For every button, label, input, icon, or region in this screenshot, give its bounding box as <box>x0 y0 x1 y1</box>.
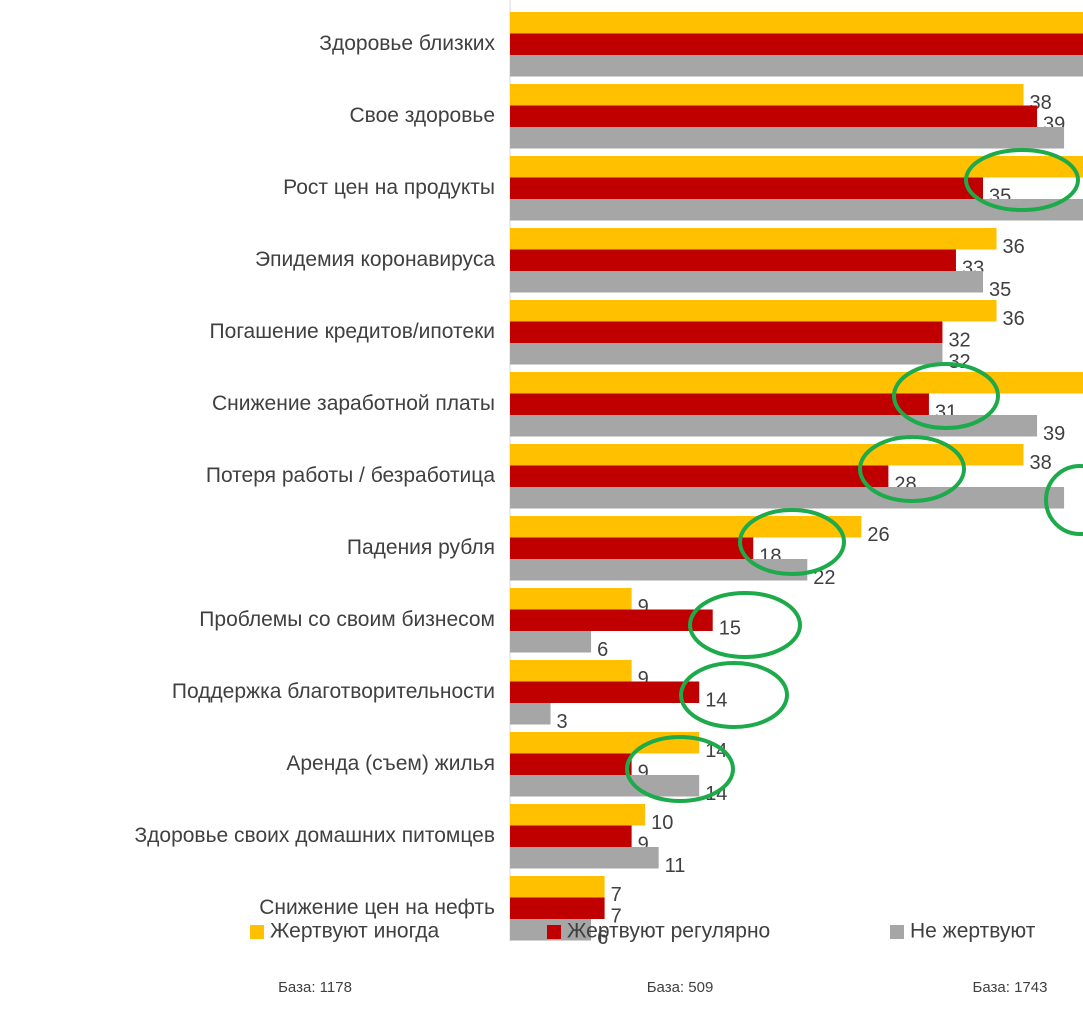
category-label: Падения рубля <box>347 536 495 559</box>
bar <box>510 516 862 538</box>
data-label: 7 <box>611 906 622 928</box>
bar <box>510 732 700 754</box>
legend-swatch <box>547 925 561 939</box>
base-note: База: 509 <box>647 979 714 996</box>
bar <box>510 609 713 631</box>
data-label: 15 <box>719 618 741 640</box>
bar <box>510 271 983 293</box>
data-label: 7 <box>611 884 622 906</box>
data-label: 6 <box>597 927 608 949</box>
data-label: 35 <box>989 279 1011 301</box>
highlight <box>892 362 1000 430</box>
bar <box>510 897 605 919</box>
bar <box>510 372 1083 394</box>
legend-label: Жертвуют регулярно <box>567 920 770 943</box>
data-label: 11 <box>665 855 686 877</box>
bar <box>510 321 943 343</box>
bar <box>510 660 632 682</box>
bar <box>510 444 1024 466</box>
highlight <box>858 435 966 503</box>
bar <box>510 33 1083 55</box>
bar <box>510 681 700 703</box>
data-label: 10 <box>651 812 673 834</box>
highlight-ellipses <box>625 148 1083 803</box>
data-label: 14 <box>705 740 727 762</box>
base-note: База: 1178 <box>278 979 352 996</box>
bar <box>510 588 632 610</box>
bar <box>510 228 997 250</box>
bar <box>510 12 1083 34</box>
bar <box>510 415 1038 437</box>
bar <box>510 156 1083 178</box>
bar <box>510 105 1038 127</box>
legend-label: Не жертвуют <box>910 920 1036 943</box>
highlight <box>625 735 735 803</box>
bar <box>510 703 551 725</box>
bar <box>510 487 1065 509</box>
data-label: 3 <box>557 711 568 733</box>
category-label: Поддержка благотворительности <box>172 680 495 703</box>
data-label: 36 <box>1003 308 1025 330</box>
category-label: Здоровье близких <box>319 32 495 55</box>
data-label: 22 <box>813 567 835 589</box>
bar <box>510 393 929 415</box>
bar <box>510 825 632 847</box>
highlight <box>738 508 846 576</box>
category-label: Аренда (съем) жилья <box>286 752 495 775</box>
data-label: 39 <box>1043 423 1065 445</box>
data-label: 9 <box>638 762 649 784</box>
legend-swatch <box>890 925 904 939</box>
bar <box>510 753 632 775</box>
bar <box>510 55 1083 77</box>
bar <box>510 127 1065 149</box>
highlight <box>1044 464 1083 536</box>
category-label: Свое здоровье <box>349 104 495 127</box>
highlight <box>964 148 1080 212</box>
bar <box>510 631 592 653</box>
data-label: 9 <box>638 596 649 618</box>
base-note: База: 1743 <box>973 979 1048 996</box>
bar <box>510 199 1083 221</box>
bar <box>510 300 997 322</box>
data-label: 32 <box>948 330 970 352</box>
bar <box>510 465 889 487</box>
data-label: 9 <box>638 668 649 690</box>
category-label: Эпидемия коронавируса <box>255 248 495 271</box>
bar <box>510 249 956 271</box>
category-label: Потеря работы / безработица <box>206 464 495 487</box>
bar <box>510 343 943 365</box>
category-label: Здоровье своих домашних питомцев <box>134 824 495 847</box>
bar <box>510 559 808 581</box>
bar <box>510 876 605 898</box>
bar <box>510 84 1024 106</box>
category-label: Погашение кредитов/ипотеки <box>210 320 495 343</box>
category-label: Рост цен на продукты <box>283 176 495 199</box>
legend-label: Жертвуют иногда <box>270 920 440 943</box>
data-label: 9 <box>638 834 649 856</box>
category-label: Снижение заработной платы <box>212 392 495 415</box>
bar <box>510 775 700 797</box>
data-label: 36 <box>1003 236 1025 258</box>
data-label: 38 <box>1030 452 1052 474</box>
data-label: 6 <box>597 639 608 661</box>
data-label: 14 <box>705 690 727 712</box>
category-label: Снижение цен на нефть <box>259 896 495 919</box>
category-label: Проблемы со своим бизнесом <box>199 608 495 631</box>
bar <box>510 847 659 869</box>
bar <box>510 537 754 559</box>
data-label: 32 <box>948 351 970 373</box>
data-label: 26 <box>867 524 889 546</box>
bar <box>510 177 983 199</box>
highlight <box>679 661 789 729</box>
highlight <box>688 591 802 659</box>
legend-swatch <box>250 925 264 939</box>
bar <box>510 804 646 826</box>
